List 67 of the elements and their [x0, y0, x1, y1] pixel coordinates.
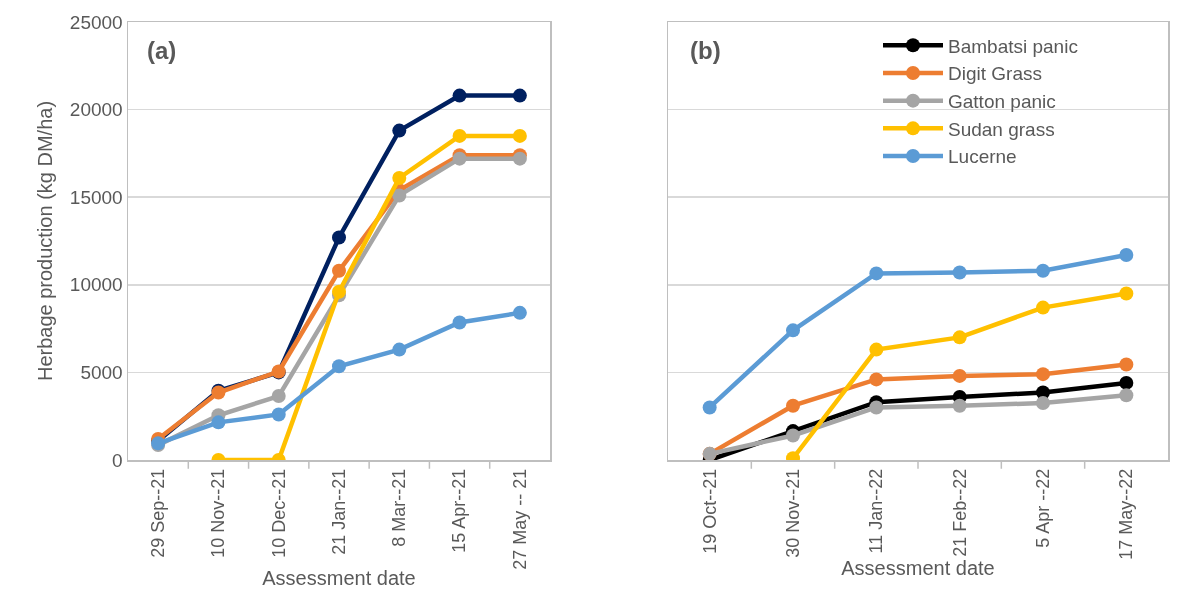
- x-axis-title: Assessment date: [841, 557, 995, 579]
- x-tick-label: 17 May--22: [1116, 468, 1137, 560]
- x-tick-label: 8 Mar--21: [389, 468, 410, 547]
- point: [271, 407, 286, 422]
- x-tick-label: 30 Nov--21: [782, 468, 803, 558]
- x-tick-label: 21 Jan--21: [328, 468, 349, 555]
- point: [452, 128, 467, 143]
- point: [1036, 263, 1050, 278]
- point: [332, 284, 346, 299]
- point: [1119, 388, 1134, 403]
- y-axis-title: Herbage production (kg DM/ha): [33, 100, 56, 382]
- x-axis-title: Assessment date: [262, 567, 416, 589]
- point: [211, 415, 226, 430]
- point: [869, 372, 884, 387]
- point: [702, 400, 717, 415]
- x-tick-label: 21 Feb--22: [949, 468, 970, 557]
- point: [512, 88, 527, 103]
- y-tick-label: 5000: [80, 362, 123, 384]
- y-tick-label: 10000: [69, 274, 123, 296]
- point: [786, 398, 800, 413]
- point: [392, 342, 407, 357]
- x-tick-label: 27 May -- 21: [509, 468, 530, 570]
- annotation: (b): [690, 37, 721, 64]
- point: [869, 342, 884, 357]
- point: [512, 128, 527, 143]
- x-tick-label: 19 Oct--21: [699, 468, 720, 554]
- x-tick-label: 10 Nov--21: [208, 468, 229, 558]
- y-tick-label: 20000: [69, 99, 123, 121]
- point: [952, 368, 967, 383]
- point: [332, 359, 346, 374]
- legend-label: Sudan grass: [948, 118, 1055, 140]
- x-tick-label: 5 Apr --22: [1032, 468, 1053, 548]
- point: [952, 330, 967, 345]
- y-tick-label: 15000: [69, 186, 123, 208]
- point: [392, 170, 407, 185]
- point: [1119, 248, 1134, 263]
- point: [1036, 396, 1050, 411]
- x-tick-label: 10 Dec--21: [268, 468, 289, 558]
- point: [271, 389, 286, 404]
- annotation: (a): [147, 37, 177, 64]
- point: [332, 263, 346, 278]
- legend-label: Digit Grass: [948, 63, 1042, 85]
- point: [869, 266, 884, 281]
- point: [1036, 367, 1050, 382]
- point: [332, 230, 346, 245]
- point: [952, 398, 967, 413]
- legend-label: Lucerne: [948, 146, 1017, 168]
- point: [786, 428, 800, 443]
- point: [1119, 357, 1134, 372]
- point: [1119, 286, 1134, 301]
- point: [452, 88, 467, 103]
- point: [1119, 375, 1134, 390]
- legend-label: Bambatsi panic: [948, 35, 1078, 57]
- point: [512, 305, 527, 320]
- y-tick-label: 25000: [69, 11, 123, 33]
- point: [1036, 300, 1050, 315]
- point: [952, 265, 967, 280]
- point: [869, 400, 884, 415]
- x-tick-label: 29 Sep--21: [147, 468, 168, 558]
- x-tick-label: 15 Apr--21: [449, 468, 470, 553]
- x-tick-label: 11 Jan--22: [866, 468, 887, 554]
- point: [392, 123, 407, 138]
- y-tick-label: 0: [112, 449, 123, 471]
- point: [786, 323, 800, 338]
- legend-label: Gatton panic: [948, 91, 1056, 113]
- point: [392, 188, 407, 203]
- point: [452, 315, 467, 330]
